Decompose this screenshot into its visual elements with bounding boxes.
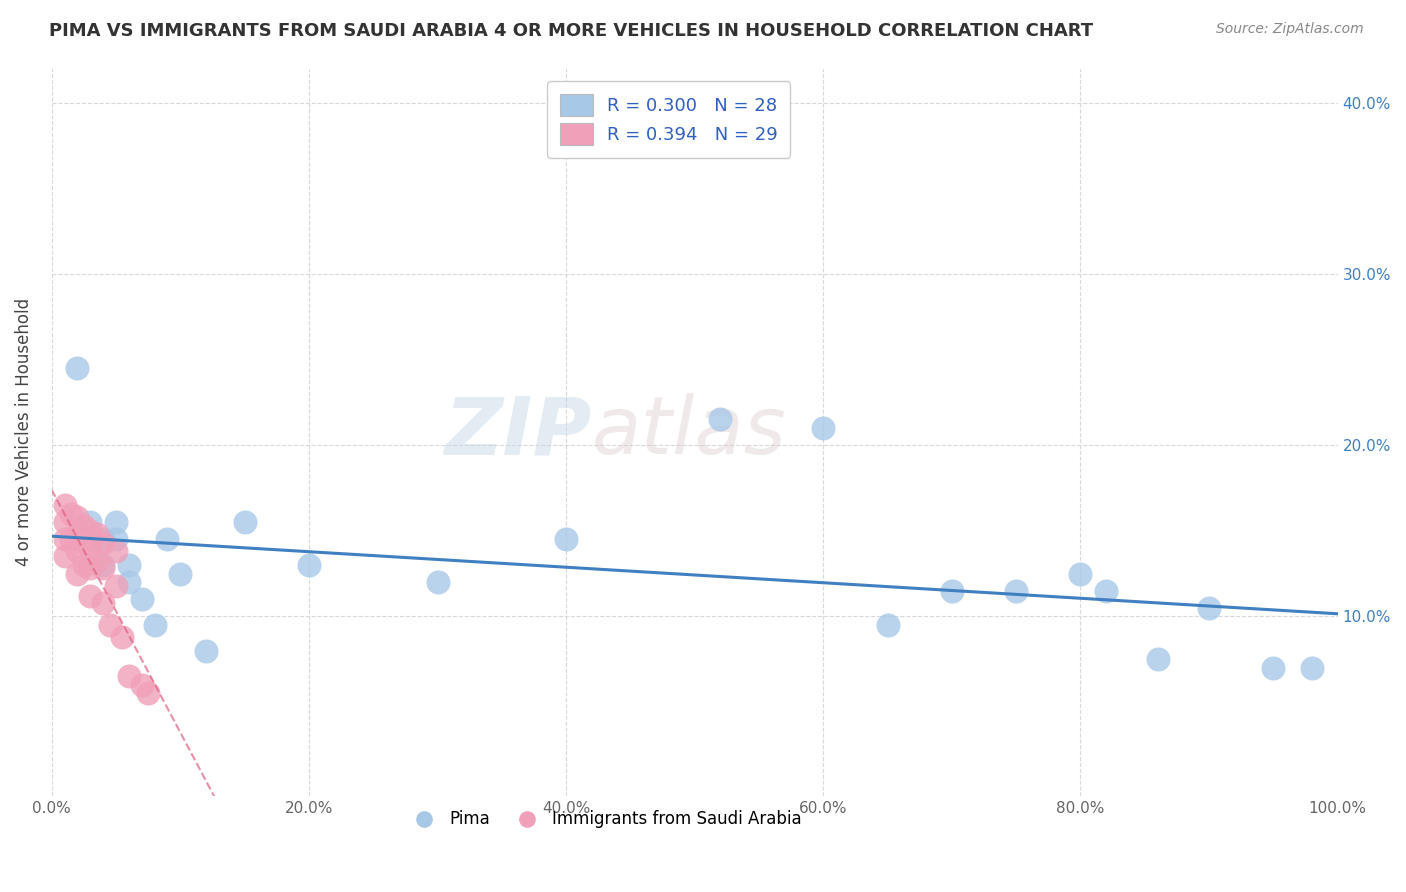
Point — [111, 630, 134, 644]
Point — [156, 533, 179, 547]
Point — [91, 533, 114, 547]
Point — [105, 544, 128, 558]
Text: atlas: atlas — [592, 393, 786, 471]
Point — [118, 558, 141, 572]
Point — [1146, 652, 1168, 666]
Point — [60, 533, 83, 547]
Point — [813, 421, 835, 435]
Point — [555, 533, 578, 547]
Point — [91, 535, 114, 549]
Point — [66, 566, 89, 581]
Point — [1263, 661, 1285, 675]
Point — [1301, 661, 1323, 675]
Point — [195, 643, 218, 657]
Point — [86, 527, 108, 541]
Point — [53, 533, 76, 547]
Point — [131, 678, 153, 692]
Point — [66, 510, 89, 524]
Point — [1005, 583, 1028, 598]
Point — [118, 575, 141, 590]
Point — [105, 533, 128, 547]
Point — [876, 618, 898, 632]
Point — [91, 561, 114, 575]
Point — [79, 524, 101, 538]
Text: Source: ZipAtlas.com: Source: ZipAtlas.com — [1216, 22, 1364, 37]
Text: PIMA VS IMMIGRANTS FROM SAUDI ARABIA 4 OR MORE VEHICLES IN HOUSEHOLD CORRELATION: PIMA VS IMMIGRANTS FROM SAUDI ARABIA 4 O… — [49, 22, 1094, 40]
Legend: Pima, Immigrants from Saudi Arabia: Pima, Immigrants from Saudi Arabia — [401, 804, 808, 835]
Point — [105, 515, 128, 529]
Point — [1198, 600, 1220, 615]
Point — [941, 583, 963, 598]
Point — [131, 592, 153, 607]
Point — [66, 544, 89, 558]
Point — [53, 498, 76, 512]
Point — [79, 515, 101, 529]
Point — [60, 507, 83, 521]
Point — [105, 578, 128, 592]
Text: ZIP: ZIP — [444, 393, 592, 471]
Point — [79, 589, 101, 603]
Point — [118, 669, 141, 683]
Point — [709, 412, 731, 426]
Point — [143, 618, 166, 632]
Point — [1095, 583, 1118, 598]
Point — [73, 535, 96, 549]
Point — [91, 558, 114, 572]
Point — [136, 686, 159, 700]
Point — [426, 575, 449, 590]
Point — [86, 553, 108, 567]
Point — [298, 558, 321, 572]
Y-axis label: 4 or more Vehicles in Household: 4 or more Vehicles in Household — [15, 298, 32, 566]
Point — [73, 558, 96, 572]
Point — [66, 361, 89, 376]
Point — [53, 549, 76, 564]
Point — [73, 518, 96, 533]
Point — [53, 515, 76, 529]
Point — [1069, 566, 1091, 581]
Point — [66, 527, 89, 541]
Point — [233, 515, 256, 529]
Point — [91, 596, 114, 610]
Point — [169, 566, 191, 581]
Point — [98, 618, 121, 632]
Point — [79, 541, 101, 555]
Point — [79, 561, 101, 575]
